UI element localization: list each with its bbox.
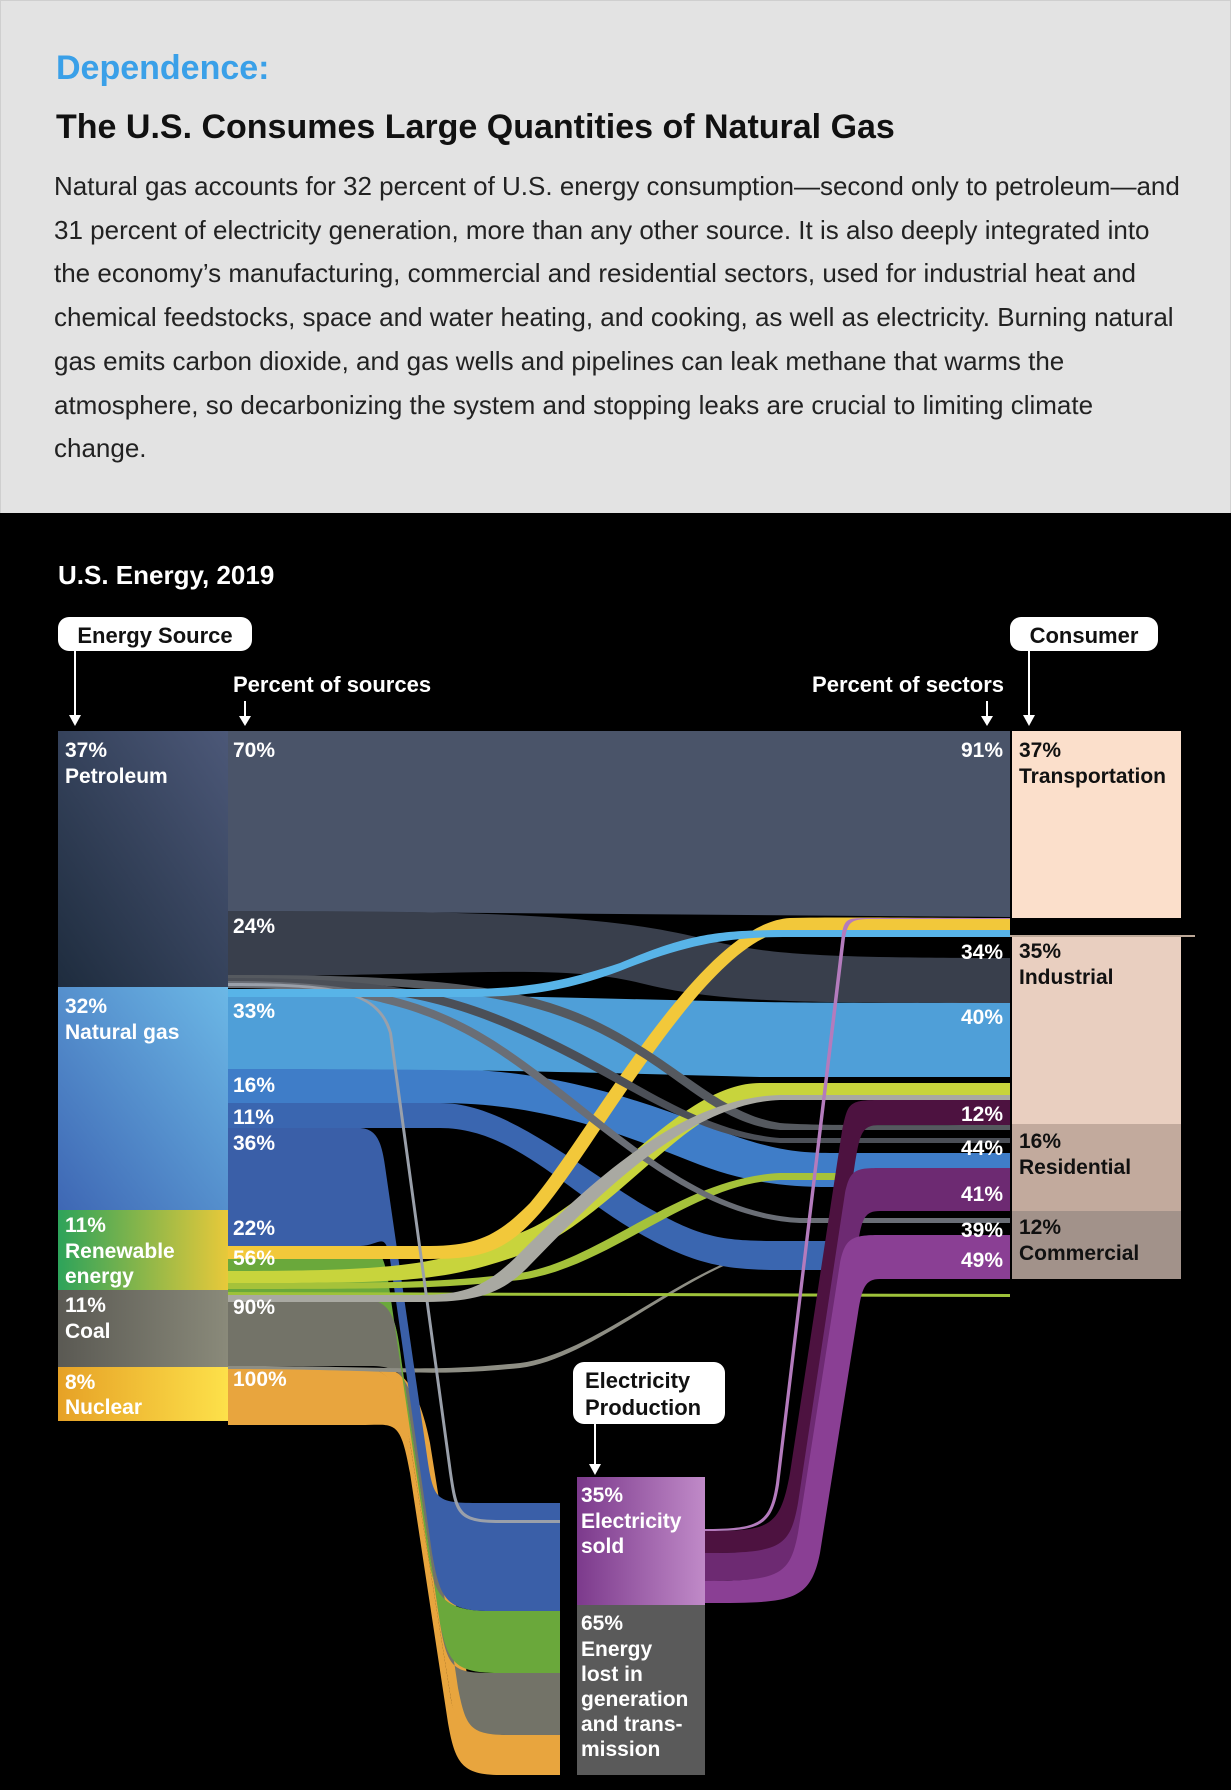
flow-label: 11%	[233, 1106, 274, 1129]
intro-panel: Dependence: The U.S. Consumes Large Quan…	[0, 0, 1231, 514]
node-nuclear	[58, 1367, 228, 1421]
flow-petroleum-industrial	[228, 911, 1010, 1003]
consumer-pill	[1010, 617, 1158, 651]
label-renewable-name-2: energy	[65, 1265, 134, 1288]
flow-nuclear-electricity	[228, 1368, 560, 1775]
node-petroleum	[58, 731, 228, 987]
label-petroleum-name: Petroleum	[65, 765, 168, 788]
label-electricity-sold-1: Electricity	[581, 1510, 682, 1533]
flow-coal-electricity	[228, 1298, 560, 1735]
label-renewable-name-1: Renewable	[65, 1240, 175, 1263]
label-gas-name: Natural gas	[65, 1021, 179, 1044]
label-industrial-pct: 35%	[1019, 940, 1061, 963]
label-energy-lost-3: generation	[581, 1688, 688, 1711]
label-energy-lost-5: mission	[581, 1738, 660, 1761]
source-arrow-head	[69, 715, 81, 726]
node-electricity-sold	[577, 1477, 705, 1605]
label-nuclear-name: Nuclear	[65, 1396, 142, 1419]
label-commercial-pct: 12%	[1019, 1216, 1061, 1239]
node-transportation	[1012, 731, 1181, 918]
label-electricity-sold-2: sold	[581, 1535, 624, 1558]
label-energy-lost-pct: 65%	[581, 1612, 623, 1635]
sector-label: 39%	[961, 1219, 1003, 1242]
node-residential	[1012, 1124, 1181, 1211]
flow-label: 90%	[233, 1296, 275, 1319]
flow-renewable-commercial	[228, 1292, 1010, 1297]
label-energy-lost-2: lost in	[581, 1663, 643, 1686]
flow-renewable-industrial	[228, 1083, 1010, 1283]
sector-label: 49%	[961, 1249, 1003, 1272]
sector-label: 40%	[961, 1006, 1003, 1029]
sankey-chart: U.S. Energy, 2019 Energy Source Consumer…	[0, 513, 1231, 1790]
consumer-arrow-head	[1023, 715, 1035, 726]
sector-label: 41%	[961, 1183, 1003, 1206]
flow-electricity-residential	[705, 1168, 1010, 1581]
flow-gas-residential	[228, 1069, 1010, 1187]
flow-gas-transportation	[228, 930, 1010, 997]
electricity-production-pill	[573, 1362, 725, 1424]
flow-label: 16%	[233, 1074, 275, 1097]
consumer-label: Consumer	[1030, 623, 1139, 648]
label-commercial-name: Commercial	[1019, 1242, 1139, 1265]
flow-label: 36%	[233, 1132, 275, 1155]
flow-label: 70%	[233, 739, 275, 762]
flow-renewable-transportation	[228, 917, 1010, 1259]
page-title: The U.S. Consumes Large Quantities of Na…	[56, 108, 895, 146]
flow-label: 24%	[233, 915, 275, 938]
electricity-production-label-2: Production	[585, 1395, 701, 1420]
node-commercial	[1012, 1211, 1181, 1279]
node-industrial	[1012, 937, 1181, 1124]
label-energy-lost-1: Energy	[581, 1638, 653, 1661]
kicker: Dependence:	[56, 49, 270, 87]
pct-sources-arrow-head	[239, 716, 251, 726]
chart-title: U.S. Energy, 2019	[58, 560, 274, 590]
label-residential-name: Residential	[1019, 1156, 1131, 1179]
flow-gas-electricity	[228, 1128, 560, 1611]
label-gas-pct: 32%	[65, 995, 107, 1018]
node-renewable	[58, 1210, 228, 1290]
intro-text: Natural gas accounts for 32 percent of U…	[54, 171, 1180, 464]
pct-sources-label: Percent of sources	[233, 672, 431, 697]
label-renewable-pct: 11%	[65, 1214, 106, 1237]
sector-label: 12%	[961, 1103, 1003, 1126]
label-coal-name: Coal	[65, 1320, 111, 1343]
node-energy-lost	[577, 1605, 705, 1775]
flow-electricity-commercial	[705, 1235, 1010, 1603]
flow-label: 33%	[233, 1000, 275, 1023]
energy-source-label: Energy Source	[77, 623, 232, 648]
sector-label: 34%	[961, 941, 1003, 964]
pct-sectors-arrow-head	[981, 716, 993, 726]
sankey-svg: U.S. Energy, 2019 Energy Source Consumer…	[58, 560, 1195, 1775]
node-natural-gas	[58, 987, 228, 1210]
label-electricity-sold-pct: 35%	[581, 1484, 623, 1507]
sector-label: 91%	[961, 739, 1003, 762]
flow-label: 56%	[233, 1247, 275, 1270]
flow-petroleum-transportation	[228, 731, 1010, 917]
flow-label: 22%	[233, 1217, 275, 1240]
label-industrial-name: Industrial	[1019, 966, 1114, 989]
electricity-arrow-head	[589, 1464, 601, 1475]
label-transportation-pct: 37%	[1019, 739, 1061, 762]
node-coal	[58, 1290, 228, 1367]
energy-source-pill	[58, 617, 252, 651]
pct-sectors-label: Percent of sectors	[812, 672, 1004, 697]
label-petroleum-pct: 37%	[65, 739, 107, 762]
sector-label: 44%	[961, 1137, 1003, 1160]
label-transportation-name: Transportation	[1019, 765, 1166, 788]
electricity-production-label-1: Electricity	[585, 1368, 691, 1393]
flow-label: 100%	[233, 1368, 287, 1391]
label-coal-pct: 11%	[65, 1294, 106, 1317]
label-nuclear-pct: 8%	[65, 1371, 96, 1394]
label-residential-pct: 16%	[1019, 1130, 1061, 1153]
label-energy-lost-4: and trans-	[581, 1713, 683, 1736]
